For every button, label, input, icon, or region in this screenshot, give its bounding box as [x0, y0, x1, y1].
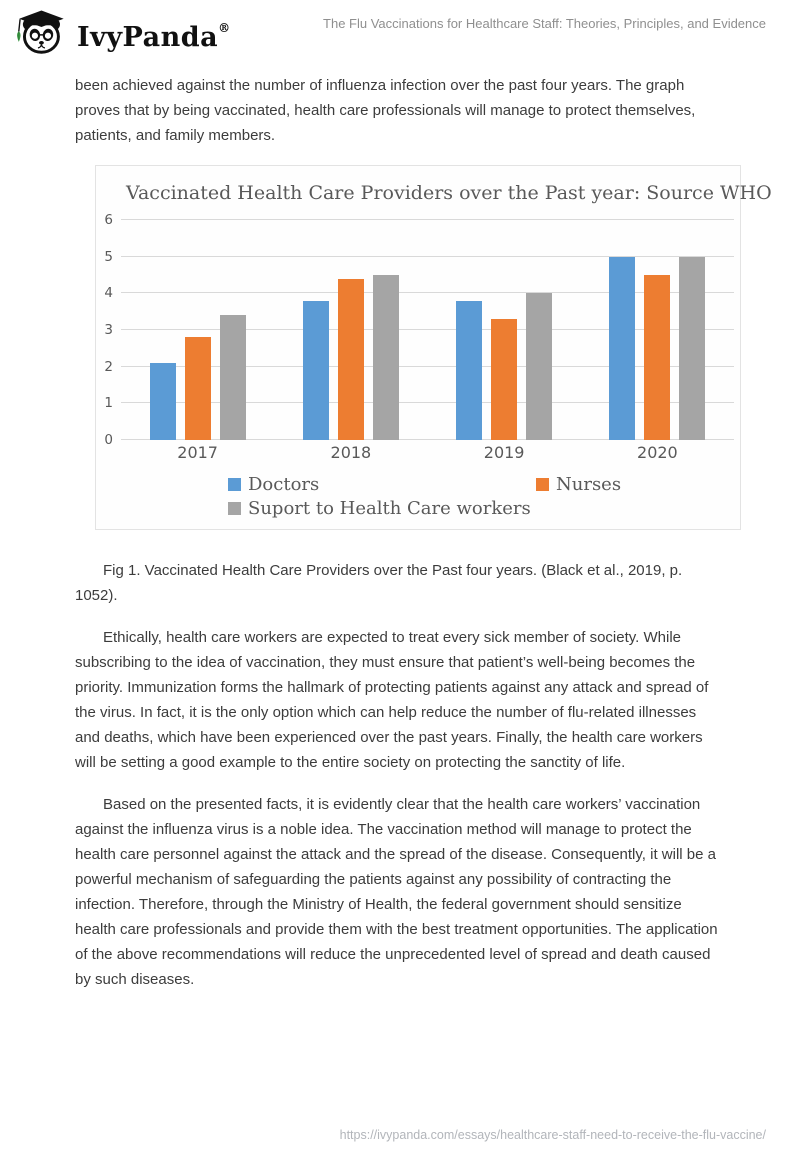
gridline-4	[121, 292, 734, 294]
bar-suport-to-health-care-workers-2018	[372, 275, 399, 440]
bar-suport-to-health-care-workers-2017	[219, 315, 246, 440]
x-tick-2018: 2018	[330, 443, 372, 462]
ivypanda-panda-logo-icon	[14, 8, 68, 65]
y-tick-5: 5	[104, 248, 113, 265]
legend-item-doctors: Doctors	[228, 474, 536, 495]
y-tick-1: 1	[104, 395, 113, 412]
paragraph-1: been achieved against the number of infl…	[75, 77, 696, 144]
legend-swatch-doctors	[228, 478, 241, 491]
registered-mark: ®	[218, 20, 231, 35]
bar-group-2020	[581, 220, 734, 440]
bar-group-2019	[428, 220, 581, 440]
bar-nurses-2019	[491, 319, 518, 440]
gridline-0	[121, 439, 734, 440]
gridline-6	[121, 219, 734, 220]
page-title: The Flu Vaccinations for Healthcare Staf…	[323, 16, 766, 31]
brand-name: IvyPanda®	[77, 20, 231, 53]
paragraph-3: Based on the presented facts, it is evid…	[75, 796, 718, 988]
y-tick-2: 2	[104, 358, 113, 375]
x-tick-2020: 2020	[637, 443, 678, 462]
bar-nurses-2017	[184, 337, 211, 440]
bar-groups	[121, 220, 734, 440]
bar-suport-to-health-care-workers-2020	[679, 256, 706, 440]
brand-logo-link[interactable]: IvyPanda®	[14, 8, 231, 65]
x-tick-2019: 2019	[483, 443, 525, 462]
chart-plot: 0 1 2 3 4 5 6	[104, 212, 734, 448]
paragraph-2: Ethically, health care workers are expec…	[75, 629, 709, 771]
gridline-1	[121, 402, 734, 404]
bar-doctors-2018	[302, 300, 329, 440]
legend-swatch-suport-to-health-care-workers	[228, 502, 241, 515]
gridline-3	[121, 329, 734, 330]
chart-title: Vaccinated Health Care Providers over th…	[126, 182, 772, 204]
y-tick-3: 3	[104, 322, 113, 338]
chart-figure: Vaccinated Health Care Providers over th…	[95, 165, 772, 530]
x-axis-labels: 2017 2018 2019 2020	[121, 443, 734, 462]
legend-item-suport-to-health-care-workers: Suport to Health Care workers	[228, 498, 536, 519]
legend-label-suport-to-health-care-workers: Suport to Health Care workers	[248, 498, 531, 519]
bar-suport-to-health-care-workers-2019	[526, 293, 553, 440]
footer-url[interactable]: https://ivypanda.com/essays/healthcare-s…	[339, 1128, 766, 1142]
footer: https://ivypanda.com/essays/healthcare-s…	[340, 1126, 766, 1144]
chart-legend: Doctors Nurses Suport to Health Care worke…	[228, 474, 730, 519]
main-content: been achieved against the number of infl…	[0, 73, 800, 992]
figure-caption: Fig 1. Vaccinated Health Care Providers …	[75, 562, 683, 604]
gridline-5	[121, 255, 734, 257]
y-tick-0: 0	[104, 432, 113, 448]
legend-label-nurses: Nurses	[556, 474, 622, 495]
header: IvyPanda® The Flu Vaccinations for Healt…	[0, 0, 800, 58]
legend-label-doctors: Doctors	[248, 474, 320, 495]
legend-item-nurses: Nurses	[536, 474, 730, 495]
bar-group-2018	[274, 220, 427, 440]
x-tick-2017: 2017	[177, 443, 218, 462]
chart-box: Vaccinated Health Care Providers over th…	[95, 165, 772, 530]
bar-nurses-2020	[644, 275, 671, 440]
legend-swatch-nurses	[536, 478, 549, 491]
y-tick-4: 4	[104, 285, 113, 302]
bar-group-2017	[121, 220, 274, 440]
y-tick-6: 6	[104, 212, 113, 228]
bar-doctors-2020	[609, 256, 636, 440]
bar-nurses-2018	[337, 278, 364, 440]
bar-doctors-2017	[149, 363, 176, 440]
bar-doctors-2019	[456, 300, 483, 440]
gridline-2	[121, 365, 734, 367]
